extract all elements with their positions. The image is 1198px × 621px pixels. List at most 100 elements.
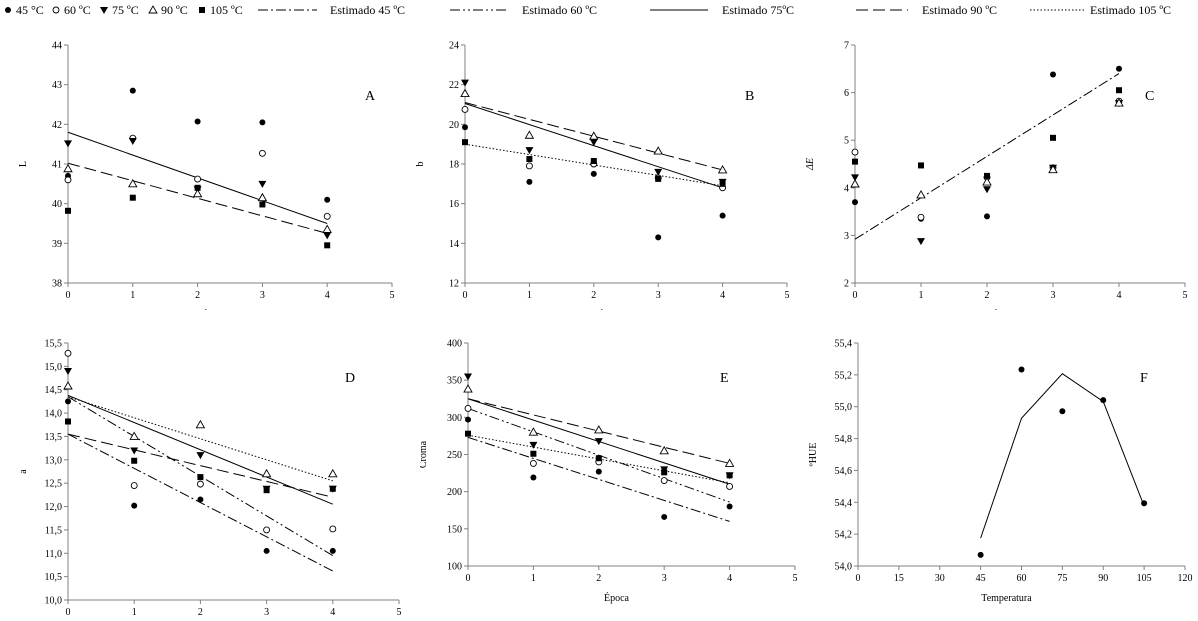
fit-line-3 (467, 398, 730, 464)
data-point (129, 194, 136, 201)
legend-marker-0 (5, 7, 11, 13)
x-tick-label: 1 (919, 290, 924, 301)
y-tick-label: 12,0 (45, 502, 63, 513)
y-tick-label: 12 (449, 279, 459, 290)
data-point (259, 119, 266, 126)
x-tick-label: 75 (1057, 573, 1067, 584)
y-tick-label: 4 (844, 183, 849, 194)
data-point (529, 441, 538, 449)
y-tick-label: 54,8 (835, 434, 853, 445)
x-tick-label: 0 (66, 607, 71, 618)
fit-line-0 (854, 73, 1120, 240)
data-point (851, 148, 859, 156)
data-point (130, 482, 138, 489)
data-point (197, 474, 204, 481)
x-tick-label: 4 (720, 290, 725, 301)
y-axis-label: ºHUE (808, 443, 819, 467)
x-tick-label: 0 (463, 290, 468, 301)
y-tick-label: 54,4 (835, 498, 853, 509)
data-point (64, 176, 72, 184)
data-point (131, 457, 138, 464)
y-tick-label: 55,4 (835, 339, 853, 350)
data-point (1116, 65, 1122, 72)
y-axis-label: L (18, 161, 29, 167)
data-point (594, 425, 604, 434)
data-point (984, 213, 990, 220)
legend-marker-2 (100, 7, 108, 14)
data-point (916, 190, 926, 199)
data-point (196, 480, 204, 488)
x-tick-label: 4 (1117, 290, 1122, 301)
y-tick-label: 14,5 (45, 385, 63, 396)
fit-line-1 (464, 102, 723, 171)
data-point (461, 106, 469, 113)
y-tick-label: 10,0 (45, 596, 63, 607)
data-point (329, 525, 337, 533)
x-tick-label: 1 (132, 607, 137, 618)
x-axis-label: Época (599, 309, 625, 310)
data-point (194, 175, 202, 183)
data-point (661, 513, 668, 520)
legend-line-label: Estimado 45 ºC (330, 3, 405, 17)
chart-legend: 45 °C 60 ºC 75 ºC 90 ºC 105 ºC Estimado 45 ºC… (5, 3, 1171, 17)
x-tick-label: 15 (894, 573, 904, 584)
data-point (192, 188, 203, 198)
chart-panel-f: 0 15 30 45 60 75 90 105 120 54,0 54,2 54,4 54,6 54,8 5… (808, 339, 1193, 605)
data-point (65, 398, 71, 405)
x-tick-label: 120 (1178, 573, 1193, 584)
y-tick-label: 14,0 (45, 409, 63, 420)
y-tick-label: 41 (52, 160, 62, 171)
legend-marker-label: 45 °C (16, 3, 44, 17)
y-axis-label: a (18, 469, 29, 474)
x-tick-label: 5 (390, 290, 395, 301)
y-axis-label: ΔE (805, 158, 816, 171)
legend-marker-label: 75 ºC (112, 3, 139, 17)
y-tick-label: 15,0 (45, 362, 63, 373)
data-point (461, 79, 469, 87)
x-tick-label: 0 (856, 573, 861, 584)
data-point (324, 196, 331, 203)
data-point (852, 199, 858, 206)
data-point (64, 140, 72, 148)
x-tick-label: 5 (397, 607, 402, 618)
legend-line-label: Estimado 105 ºC (1090, 3, 1171, 17)
data-point (464, 404, 472, 412)
data-point (719, 212, 726, 219)
data-point (850, 179, 860, 188)
x-tick-label: 2 (195, 290, 200, 301)
panel-label: D (345, 371, 355, 386)
data-point (1050, 71, 1056, 78)
y-tick-label: 13,0 (45, 455, 63, 466)
y-tick-label: 54,6 (835, 466, 853, 477)
data-point (524, 130, 535, 139)
x-tick-label: 0 (853, 290, 858, 301)
data-point (719, 180, 726, 187)
data-point (64, 368, 72, 376)
legend-marker-label: 90 ºC (161, 3, 188, 17)
data-point (128, 178, 138, 188)
chart-panel-e: 0 1 2 3 4 5 100 150 200 250 300 350 400 Croma Época E (420, 339, 798, 605)
y-tick-label: 55,2 (835, 370, 853, 381)
fit-line-3 (67, 433, 333, 498)
data-point (1116, 87, 1122, 94)
data-point (661, 469, 668, 476)
x-tick-label: 1 (130, 290, 135, 301)
x-tick-label: 2 (985, 290, 990, 301)
y-tick-label: 18 (449, 160, 459, 171)
x-tick-label: 0 (466, 573, 471, 584)
data-point (660, 477, 668, 484)
y-tick-label: 15,5 (45, 339, 63, 350)
data-point (261, 468, 272, 478)
y-tick-label: 150 (447, 524, 462, 535)
data-point (63, 163, 73, 173)
data-point (726, 472, 733, 479)
data-point (323, 212, 331, 220)
y-tick-label: 400 (447, 339, 462, 350)
y-tick-label: 20 (449, 120, 459, 131)
data-point (917, 213, 925, 221)
x-tick-label: 30 (935, 573, 945, 584)
data-point (1050, 134, 1056, 141)
fit-line-0 (467, 436, 730, 522)
legend-marker-1 (52, 6, 60, 14)
data-point (726, 483, 734, 490)
